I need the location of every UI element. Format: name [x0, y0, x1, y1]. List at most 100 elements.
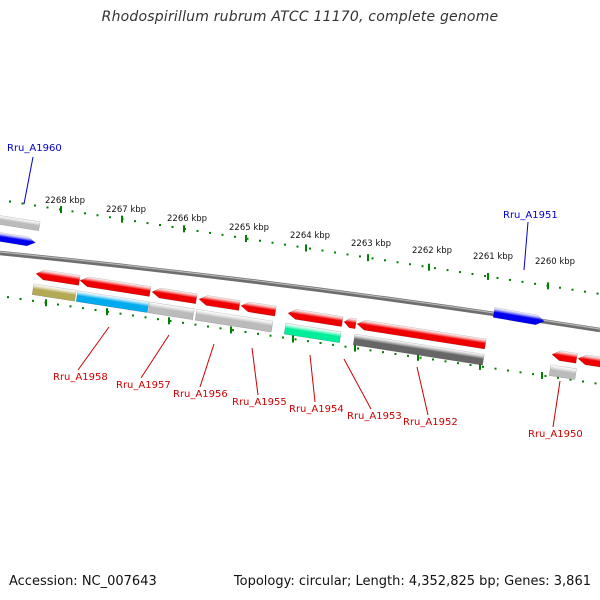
tick-dot	[46, 206, 49, 209]
tick-dot	[257, 332, 259, 335]
scale-label: 2265 kbp	[229, 223, 269, 233]
tick-dot	[221, 233, 224, 236]
tick-dot	[219, 327, 222, 330]
feature-block	[352, 333, 485, 366]
tick-dot	[507, 369, 509, 372]
gene-label: Rru_A1954	[289, 404, 344, 415]
leader-line	[251, 347, 259, 396]
tick-dot	[71, 210, 74, 213]
tick-dot	[159, 224, 161, 227]
tick-dot	[69, 305, 72, 308]
tick-dot	[157, 318, 159, 321]
leader-line	[23, 156, 34, 205]
tick-dot	[471, 273, 474, 276]
tick-dot	[371, 257, 374, 260]
tick-dot	[421, 265, 424, 268]
gene-arrow	[198, 295, 241, 311]
tick-dot	[557, 376, 559, 379]
tick-dot	[169, 320, 172, 323]
tick-dot	[594, 382, 597, 385]
tick-dot	[534, 282, 536, 285]
tick-dot	[357, 347, 359, 350]
tick-dot	[584, 290, 586, 293]
leader-line	[309, 354, 316, 403]
tick-dot	[432, 358, 434, 361]
tick-dot	[259, 239, 261, 242]
tick-dot	[571, 288, 574, 291]
scale-labels: 2268 kbp 2267 kbp 2266 kbp 2265 kbp 2264 kbp…	[45, 196, 575, 267]
scale-label: 2260 kbp	[535, 257, 575, 267]
tick-dot	[359, 255, 361, 258]
scale-label: 2263 kbp	[351, 239, 391, 249]
tick-dot	[284, 243, 286, 246]
tick-dot	[457, 362, 459, 365]
tick-dot	[132, 314, 134, 317]
gene-arrow	[151, 287, 198, 305]
tick-dot	[19, 298, 22, 301]
tick-dot	[207, 325, 209, 328]
tick-dot	[519, 371, 522, 374]
feature-track	[0, 213, 600, 380]
gene-label: Rru_A1960	[7, 143, 62, 154]
scale-label: 2262 kbp	[412, 246, 452, 256]
leader-line	[77, 326, 110, 371]
leader-line	[140, 334, 170, 379]
tick-dot	[309, 247, 311, 250]
gene-label: Rru_A1957	[116, 380, 171, 391]
genome-summary-text: Topology: circular; Length: 4,352,825 bp…	[233, 574, 591, 589]
gene-arrow	[343, 317, 357, 329]
tick-dot	[482, 365, 484, 368]
scale-label: 2268 kbp	[45, 196, 85, 206]
tick-dot	[294, 338, 297, 341]
tick-dot	[209, 231, 211, 234]
tick-dot	[521, 280, 524, 283]
gene-label: Rru_A1956	[173, 389, 228, 400]
tick-dot	[232, 329, 234, 332]
tick-dot	[494, 367, 497, 370]
tick-dot	[469, 364, 472, 367]
gene-label: Rru_A1958	[53, 372, 108, 383]
tick-dot	[319, 342, 322, 345]
gene-arrow	[356, 319, 487, 350]
tick-dot	[332, 343, 334, 346]
tick-dot	[96, 214, 99, 217]
gene-arrow	[240, 301, 277, 317]
gene-label: Rru_A1950	[528, 429, 583, 440]
tick-dot	[419, 356, 422, 359]
gene-labels: Rru_A1960Rru_A1951Rru_A1958Rru_A1957Rru_…	[7, 143, 583, 440]
tick-dot	[459, 271, 461, 274]
tick-dot	[321, 249, 324, 252]
feature-block	[283, 322, 342, 344]
tick-dot	[444, 360, 447, 363]
gene-label: Rru_A1952	[403, 417, 458, 428]
feature-block	[0, 213, 41, 232]
gene-label: Rru_A1953	[347, 411, 402, 422]
tick-dot	[119, 312, 122, 315]
tick-dot	[544, 375, 547, 378]
gene-arrow	[492, 307, 545, 326]
gene-arrow	[287, 309, 344, 327]
tick-dot	[596, 292, 599, 295]
tick-dot	[407, 354, 409, 357]
tick-dot	[434, 267, 436, 270]
feature-block	[75, 290, 150, 313]
tick-dot	[334, 251, 336, 254]
tick-dot	[484, 274, 486, 277]
tick-dot	[394, 353, 397, 356]
tick-dot	[307, 340, 309, 343]
tick-dot	[9, 200, 11, 203]
tick-dot	[144, 316, 147, 319]
tick-dot	[244, 331, 247, 334]
tick-dot	[182, 321, 184, 324]
tick-dot	[271, 241, 274, 244]
gene-arrow	[0, 230, 36, 247]
tick-dot	[7, 296, 9, 299]
tick-dot	[569, 378, 572, 381]
outer-tick-track	[9, 200, 599, 295]
tick-dot	[409, 263, 411, 266]
tick-dot	[34, 204, 36, 207]
leader-line	[552, 380, 561, 428]
scale-label: 2261 kbp	[473, 252, 513, 262]
tick-dot	[146, 222, 149, 225]
tick-dot	[384, 259, 386, 262]
